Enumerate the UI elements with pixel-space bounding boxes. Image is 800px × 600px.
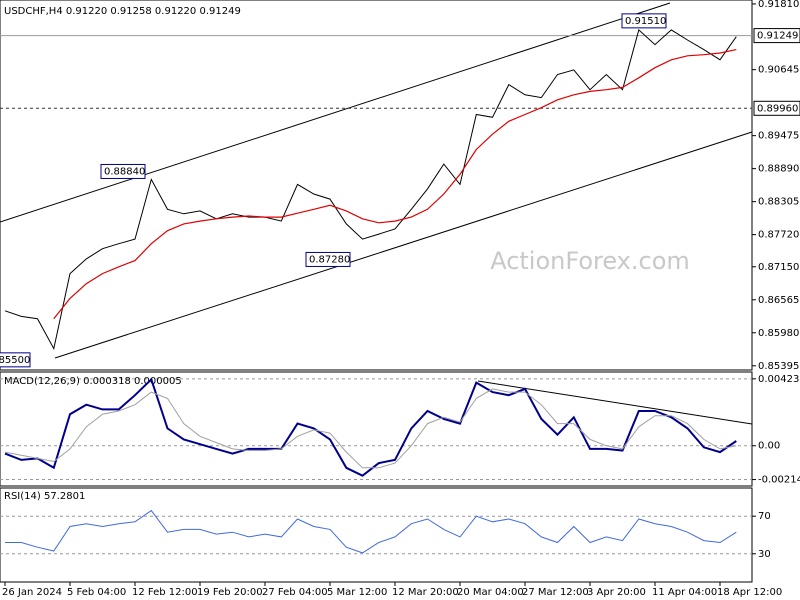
- series-line: [4, 28, 737, 351]
- annotation-box: [621, 13, 667, 29]
- macd-trendline: [477, 380, 753, 425]
- x-tick-label: 5 Feb 04:00: [67, 587, 126, 598]
- price-tag: 0.89960: [757, 103, 798, 114]
- channel-upper: [0, 2, 671, 223]
- chart-title: USDCHF,H4 0.91220 0.91258 0.91220 0.9124…: [4, 6, 241, 17]
- annotation: 0.85500: [0, 355, 30, 366]
- watermark: ActionForex.com: [490, 247, 690, 275]
- macd-title: MACD(12,26,9) 0.000318 0.000005: [4, 376, 182, 387]
- x-tick-label: 12 Feb 12:00: [132, 587, 198, 598]
- channel-lower: [54, 131, 753, 359]
- y-tick-label: 70: [758, 511, 771, 522]
- x-tick-label: 19 Feb 20:00: [197, 587, 263, 598]
- annotation: 0.91510: [625, 16, 666, 27]
- y-tick-label: 0.91810: [758, 0, 799, 10]
- y-tick-label: 0.00: [758, 441, 780, 452]
- annotation: 0.87280: [309, 254, 350, 265]
- series-line: [4, 377, 737, 477]
- price-tag-box: [753, 100, 800, 116]
- y-tick-label: 0.86565: [758, 295, 799, 306]
- x-tick-label: 26 Jan 2024: [2, 587, 62, 598]
- price-tag-box: [753, 28, 800, 44]
- price-panel: [0, 0, 753, 371]
- y-tick-label: 0.88890: [758, 164, 799, 175]
- annotation: 0.88840: [104, 166, 145, 177]
- y-tick-label: 0.90645: [758, 65, 799, 76]
- series-line: [4, 388, 737, 469]
- annotation-box: [305, 251, 351, 267]
- x-tick-label: 5 Mar 12:00: [327, 587, 387, 598]
- y-tick-label: 0.88305: [758, 197, 799, 208]
- rsi-title: RSI(14) 57.2801: [4, 491, 85, 502]
- x-tick-label: 27 Mar 12:00: [522, 587, 589, 598]
- y-tick-label: 0.87150: [758, 262, 799, 273]
- y-tick-label: 0.89475: [758, 131, 799, 142]
- x-tick-label: 3 Apr 20:00: [587, 587, 646, 598]
- annotation-box: [0, 352, 31, 368]
- x-tick-label: 12 Mar 20:00: [392, 587, 459, 598]
- x-tick-label: 27 Feb 04:00: [262, 587, 328, 598]
- y-tick-label: 0.85980: [758, 328, 799, 339]
- x-tick-label: 18 Apr 12:00: [717, 587, 782, 598]
- y-tick-label: 0.87720: [758, 230, 799, 241]
- price-tag: 0.91249: [757, 31, 798, 42]
- y-tick-label: 0.004237: [758, 374, 800, 385]
- x-tick-label: 20 Mar 04:00: [457, 587, 524, 598]
- y-tick-label: 0.85395: [758, 361, 799, 372]
- series-line: [53, 49, 737, 320]
- rsi-panel: [0, 487, 753, 583]
- y-tick-label: 30: [758, 549, 771, 560]
- series-line: [5, 509, 737, 554]
- x-tick-label: 11 Apr 04:00: [652, 587, 717, 598]
- y-tick-label: -0.002142: [758, 475, 800, 486]
- macd-panel: [0, 371, 753, 487]
- annotation-box: [100, 163, 146, 179]
